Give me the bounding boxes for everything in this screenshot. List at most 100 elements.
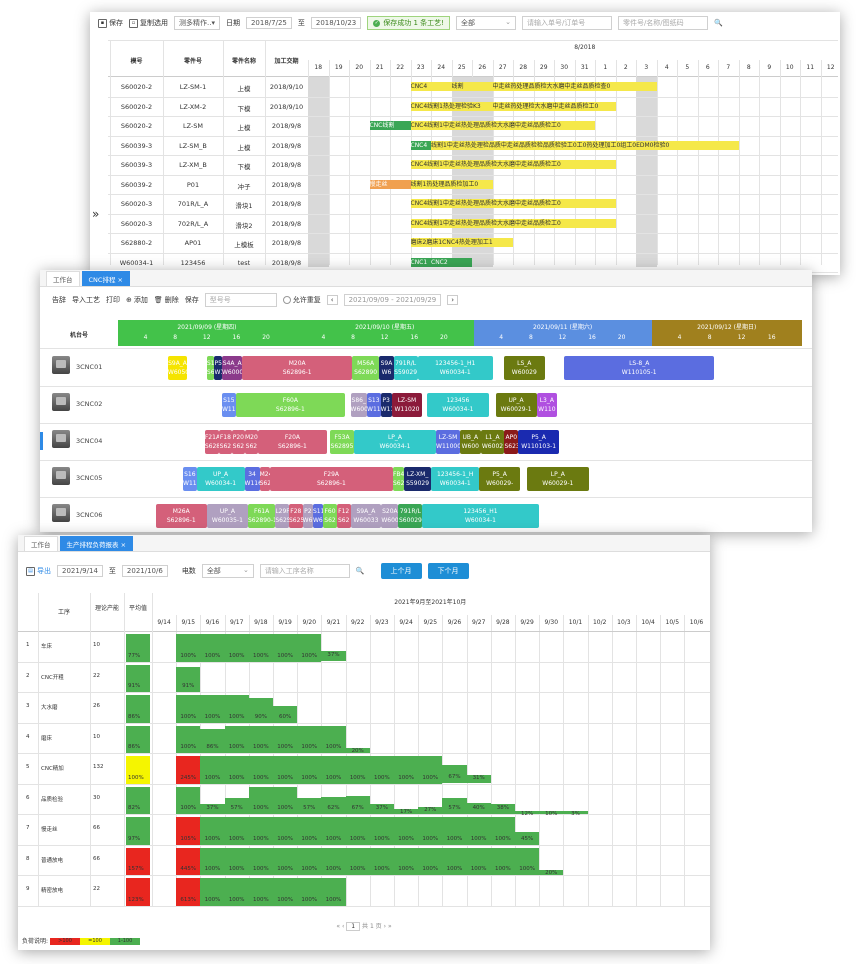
job-block[interactable]: F20A S62896-1 <box>258 430 327 454</box>
next-page-button[interactable]: › <box>383 923 387 930</box>
job-block[interactable]: M56A S62890 <box>351 356 380 380</box>
job-block[interactable]: L3_A W110 <box>536 393 558 417</box>
process-bar[interactable]: CNC4线割1热处理检验K3 <box>410 101 493 111</box>
load-cell[interactable]: 12% <box>515 810 540 817</box>
job-block[interactable]: P3W11 <box>380 393 392 417</box>
job-block[interactable]: S16 W11 <box>182 467 197 491</box>
job-block[interactable]: S9A_A W60500 <box>167 356 188 380</box>
load-cell[interactable]: 3% <box>563 811 588 817</box>
process-bar[interactable]: CNC4线割1中走丝热处理品质检大水磨中走丝品质检工0 <box>410 121 595 130</box>
save-button-2[interactable]: 保存 <box>184 296 199 304</box>
load-cell[interactable]: 245% <box>176 756 201 784</box>
load-cell[interactable]: 10% <box>539 811 564 817</box>
load-cell[interactable]: 100% <box>273 725 298 753</box>
job-block[interactable]: LS-8_A W110105-1 <box>563 356 715 380</box>
load-cell[interactable]: 445% <box>176 847 201 875</box>
job-block[interactable]: P2W61 <box>302 504 313 528</box>
export-button[interactable]: ▤ 导出 <box>26 566 51 576</box>
model-select[interactable]: 型号号 <box>204 293 277 307</box>
part-search-input[interactable]: 零件号/名称/图纸码 <box>617 16 708 30</box>
process-bar[interactable]: 线割 <box>451 82 493 91</box>
load-cell[interactable]: 100% <box>442 817 467 845</box>
job-block[interactable]: M24S62 <box>259 467 270 491</box>
search-button[interactable]: 🔍 <box>714 19 723 27</box>
tab-workbench[interactable]: 工作台 <box>46 271 80 286</box>
load-cell[interactable]: 100% <box>248 817 273 845</box>
load-cell[interactable]: 100% <box>369 847 394 875</box>
date-start-field[interactable]: 2018/7/25 <box>245 17 292 29</box>
process-bar[interactable]: CNC2 <box>431 257 472 267</box>
load-cell[interactable]: 100% <box>248 847 273 875</box>
last-page-button[interactable]: » <box>387 923 392 930</box>
load-cell[interactable]: 100% <box>248 786 273 814</box>
load-cell[interactable]: 27% <box>418 806 443 814</box>
job-block[interactable]: LP_A W60034-1 <box>353 430 437 454</box>
delete-button[interactable]: 🗑 删除 <box>154 295 179 305</box>
load-cell[interactable]: 100% <box>224 725 249 753</box>
load-cell[interactable]: 100% <box>321 817 346 845</box>
load-cell[interactable]: 100% <box>418 847 443 875</box>
process-bar[interactable]: CNC4 <box>410 140 431 150</box>
report-date-start[interactable]: 2021/9/14 <box>57 565 103 577</box>
load-cell[interactable]: 100% <box>200 847 225 875</box>
report-date-end[interactable]: 2021/10/6 <box>121 565 168 577</box>
job-block[interactable]: F53A S62895 <box>330 430 354 454</box>
load-cell[interactable]: 62% <box>321 796 346 814</box>
expand-handle-icon[interactable]: » <box>92 206 100 221</box>
process-bar[interactable]: CNC4 <box>410 82 452 91</box>
job-block[interactable]: S1S62 <box>206 356 215 380</box>
load-cell[interactable]: 40% <box>466 803 491 814</box>
process-bar[interactable]: CNC线割 <box>369 121 411 130</box>
prev-range-button[interactable]: ‹ <box>326 295 338 305</box>
load-cell[interactable]: 100% <box>273 847 298 875</box>
load-cell[interactable]: 100% <box>248 878 273 906</box>
job-block[interactable]: LP_A W60029-1 <box>527 467 589 491</box>
process-bar[interactable]: 线割1热处理品质检加工0 <box>410 179 493 189</box>
load-cell[interactable]: 100% <box>176 634 201 662</box>
load-cell[interactable]: 100% <box>297 634 322 662</box>
job-block[interactable]: F60 S62 <box>323 504 337 528</box>
load-cell[interactable]: 100% <box>515 847 540 875</box>
job-block[interactable]: LS_A W60029 <box>503 356 545 380</box>
load-cell[interactable]: 100% <box>466 847 491 875</box>
first-page-button[interactable]: « <box>336 923 341 930</box>
back-button[interactable]: 告辞 <box>52 296 66 304</box>
load-cell[interactable]: 38% <box>490 803 515 814</box>
process-bar[interactable]: 线割1中走丝热处理检品质中走丝品质检检品质检验工0工0热处理加工0组工0EDM0… <box>431 140 739 150</box>
tab-load-report[interactable]: 生产排程负荷报表 × <box>59 536 134 551</box>
job-block[interactable]: 123456_H1 W60034-1 <box>422 504 539 528</box>
job-block[interactable]: 34 W11610 <box>244 467 260 491</box>
load-cell[interactable]: 31% <box>466 774 491 784</box>
load-cell[interactable]: 100% <box>200 695 225 723</box>
job-block[interactable]: P5_A W60029- <box>479 467 521 491</box>
load-cell[interactable]: 100% <box>224 634 249 662</box>
load-cell[interactable]: 100% <box>248 634 273 662</box>
job-block[interactable]: S4A_A W60001 <box>221 356 243 380</box>
job-block[interactable]: P5W11 <box>214 356 222 380</box>
load-cell[interactable]: 100% <box>273 786 298 814</box>
job-block[interactable]: S9A_A W60033 <box>350 504 382 528</box>
load-cell[interactable]: 100% <box>176 695 201 723</box>
load-cell[interactable]: 67% <box>442 765 467 784</box>
load-cell[interactable]: 100% <box>297 817 322 845</box>
job-block[interactable]: F28 S62562 <box>289 504 303 528</box>
load-cell[interactable]: 100% <box>224 756 249 784</box>
job-block[interactable]: LZ-SM W11020 <box>391 393 423 417</box>
load-cell[interactable]: 57% <box>297 798 322 814</box>
load-cell[interactable]: 100% <box>224 847 249 875</box>
date-range-field[interactable]: 2021/09/09 - 2021/09/29 <box>343 294 442 306</box>
load-cell[interactable]: 100% <box>273 756 298 784</box>
load-cell[interactable]: 100% <box>321 878 346 906</box>
load-cell[interactable]: 613% <box>176 878 201 906</box>
load-cell[interactable]: 100% <box>345 756 370 784</box>
load-cell[interactable]: 20% <box>345 747 370 754</box>
job-block[interactable]: 791R/L S59029 <box>393 356 418 380</box>
job-block[interactable]: 123456 W60034-1 <box>427 393 489 417</box>
job-block[interactable]: F29A S62896-1 <box>269 467 393 491</box>
load-cell[interactable]: 100% <box>394 817 419 845</box>
date-end-field[interactable]: 2018/10/23 <box>310 17 362 29</box>
load-cell[interactable]: 100% <box>248 725 273 753</box>
load-cell[interactable]: 100% <box>224 878 249 906</box>
load-cell[interactable]: 17% <box>394 809 419 815</box>
job-block[interactable]: S13 W11 <box>366 393 381 417</box>
